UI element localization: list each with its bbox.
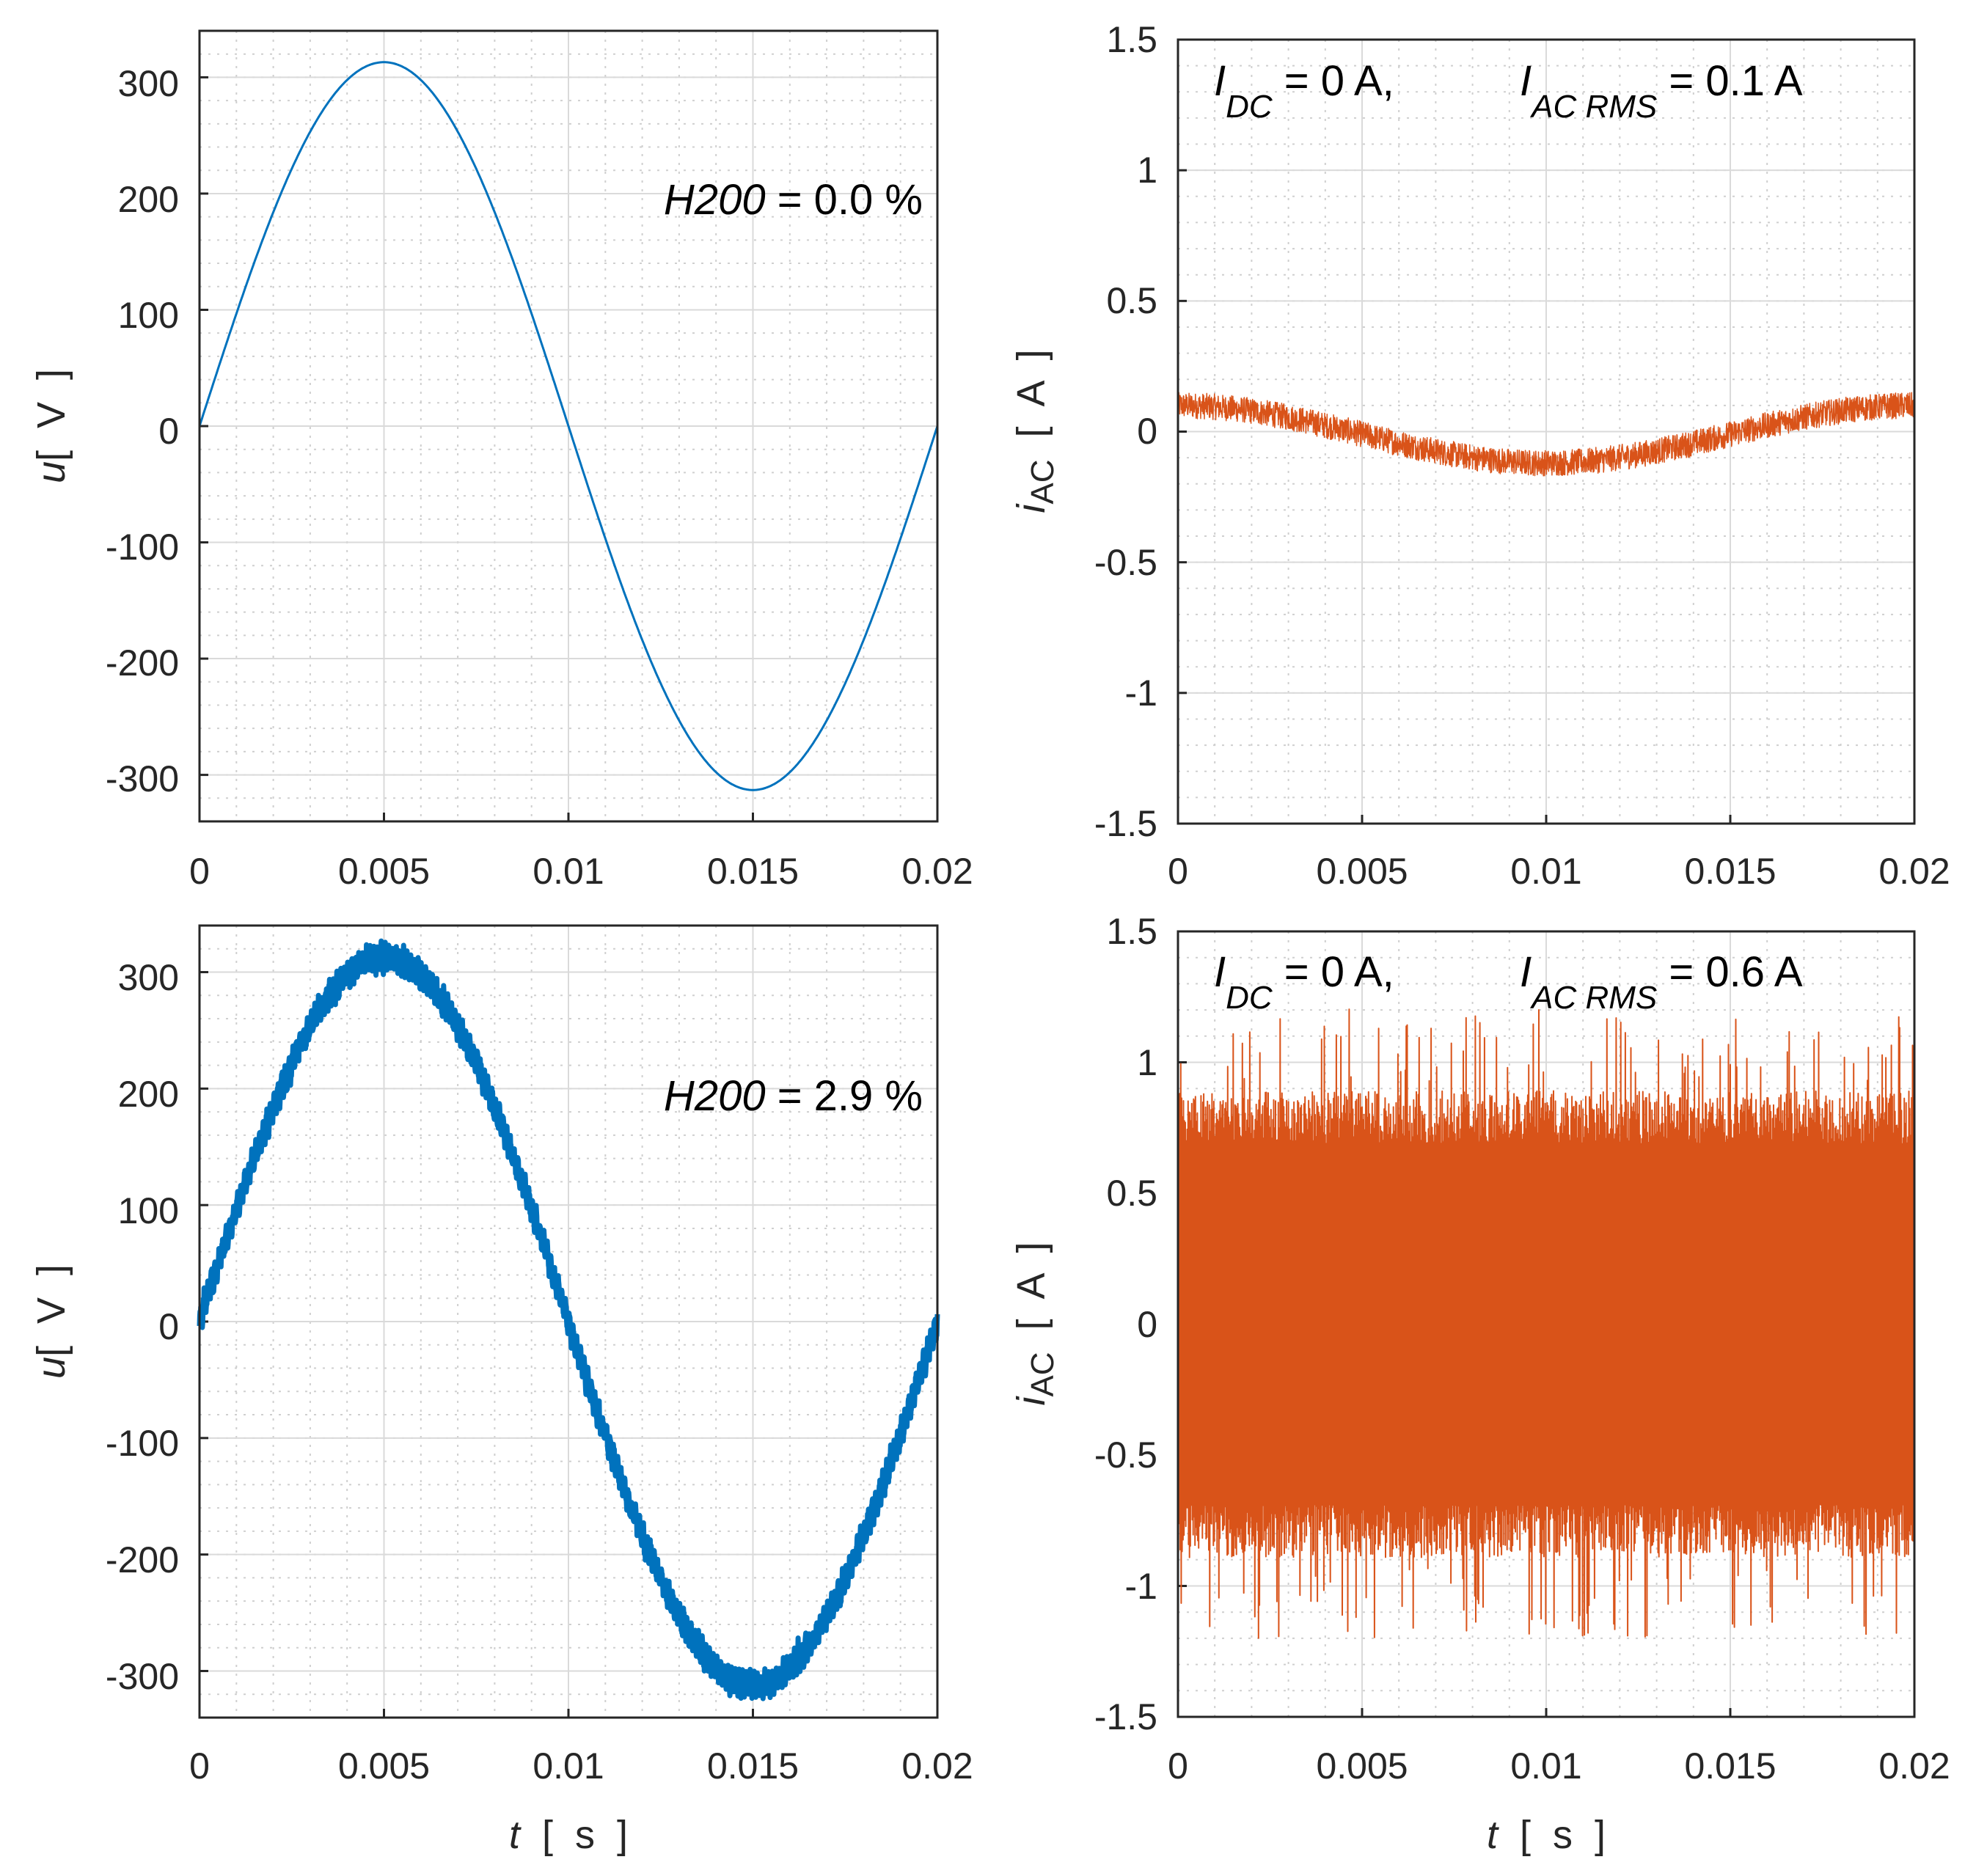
h200-annotation: H200 = 0.0 % — [664, 176, 923, 224]
y-tick-labels: 300 200 100 0 -100 -200 -300 — [106, 63, 179, 799]
x-tick-label: 0.015 — [1684, 1745, 1776, 1787]
y-tick-label: 300 — [118, 63, 179, 104]
y-tick-label: -0.5 — [1094, 542, 1157, 583]
voltage-series — [197, 938, 940, 1701]
x-tick-labels: 0 0.005 0.01 0.015 0.02 — [1168, 851, 1950, 892]
x-tick-label: 0.01 — [533, 1745, 604, 1787]
y-tick-label: -200 — [106, 642, 179, 684]
x-tick-label: 0.015 — [707, 1745, 799, 1787]
x-tick-label: 0.015 — [1684, 851, 1776, 892]
y-axis-label: iAC [ A ] — [1009, 349, 1061, 513]
y-tick-labels: 1.5 1 0.5 0 -0.5 -1 -1.5 — [1094, 19, 1157, 844]
x-tick-label: 0.01 — [1510, 851, 1581, 892]
y-tick-label: 0 — [158, 1306, 179, 1347]
current-series — [1177, 1008, 1915, 1639]
y-tick-label: -300 — [106, 1656, 179, 1697]
y-tick-labels: 300 200 100 0 -100 -200 -300 — [106, 957, 179, 1697]
axes-box — [1177, 38, 1916, 825]
x-axis-label: t [ s ] — [509, 1813, 628, 1857]
y-tick-label: 0.5 — [1106, 1173, 1157, 1214]
y-tick-label: -0.5 — [1094, 1435, 1157, 1476]
y-tick-label: 0 — [1137, 411, 1157, 452]
x-tick-labels: 0 0.005 0.01 0.015 0.02 — [189, 851, 973, 892]
axes-box — [198, 924, 939, 1719]
y-tick-label: 1.5 — [1106, 19, 1157, 60]
panel-current-bottom: 1.5 1 0.5 0 -0.5 -1 -1.5 0 0.005 0.01 0.… — [1009, 911, 1950, 1857]
y-tick-label: -1.5 — [1094, 803, 1157, 844]
x-tick-label: 0 — [189, 1745, 210, 1787]
y-tick-label: 200 — [118, 1074, 179, 1115]
x-tick-label: 0.02 — [1878, 1745, 1950, 1787]
x-tick-label: 0.005 — [338, 851, 430, 892]
y-tick-label: -1 — [1125, 673, 1157, 714]
panel-voltage-bottom: 300 200 100 0 -100 -200 -300 0 0.005 0.0… — [29, 924, 973, 1857]
x-tick-label: 0 — [189, 851, 210, 892]
x-tick-label: 0 — [1168, 1745, 1188, 1787]
h200-annotation: H200 = 2.9 % — [664, 1072, 923, 1120]
y-tick-label: -1 — [1125, 1566, 1157, 1607]
x-tick-label: 0.005 — [1316, 851, 1408, 892]
y-tick-label: 200 — [118, 179, 179, 220]
voltage-series — [198, 61, 939, 791]
y-axis-label: u[ V ] — [29, 1264, 73, 1379]
y-tick-label: 1 — [1137, 150, 1157, 191]
x-tick-label: 0.02 — [901, 1745, 973, 1787]
x-tick-label: 0.02 — [901, 851, 973, 892]
series-line-u — [197, 938, 940, 1701]
y-tick-label: -1.5 — [1094, 1696, 1157, 1737]
x-tick-label: 0.02 — [1878, 851, 1950, 892]
panel-current-top: 1.5 1 0.5 0 -0.5 -1 -1.5 0 0.005 0.01 0.… — [1009, 19, 1950, 892]
iac-rms-annotation: IAC RMS = 0.1 A — [1520, 57, 1803, 125]
idc-annotation: IDC = 0 A, — [1214, 948, 1394, 1016]
series-line-i_AC — [1177, 392, 1915, 477]
x-tick-labels: 0 0.005 0.01 0.015 0.02 — [189, 1745, 973, 1787]
x-tick-labels: 0 0.005 0.01 0.015 0.02 — [1168, 1745, 1950, 1787]
axes-box — [198, 29, 939, 823]
x-tick-label: 0 — [1168, 851, 1188, 892]
axes-box — [1177, 930, 1916, 1718]
x-tick-label: 0.01 — [1510, 1745, 1581, 1787]
y-axis-label: iAC [ A ] — [1009, 1242, 1061, 1405]
y-tick-label: -100 — [106, 527, 179, 568]
y-tick-label: -300 — [106, 758, 179, 799]
x-tick-label: 0.005 — [1316, 1745, 1408, 1787]
panel-voltage-top: 300 200 100 0 -100 -200 -300 0 0.005 0.0… — [29, 29, 973, 892]
y-tick-label: 100 — [118, 295, 179, 336]
x-axis-label: t [ s ] — [1487, 1813, 1606, 1857]
y-tick-labels: 1.5 1 0.5 0 -0.5 -1 -1.5 — [1094, 911, 1157, 1737]
y-tick-label: 1.5 — [1106, 911, 1157, 952]
y-tick-label: 0 — [158, 411, 179, 452]
series-line-i_AC — [1177, 1008, 1915, 1639]
y-tick-label: 1 — [1137, 1042, 1157, 1083]
y-tick-label: 300 — [118, 957, 179, 998]
y-tick-label: -200 — [106, 1539, 179, 1580]
x-tick-label: 0.01 — [533, 851, 604, 892]
y-tick-label: -100 — [106, 1423, 179, 1464]
y-axis-label: u[ V ] — [29, 369, 73, 483]
x-tick-label: 0.005 — [338, 1745, 430, 1787]
y-tick-label: 0.5 — [1106, 280, 1157, 321]
x-tick-label: 0.015 — [707, 851, 799, 892]
y-tick-label: 100 — [118, 1190, 179, 1231]
idc-annotation: IDC = 0 A, — [1214, 57, 1394, 125]
iac-rms-annotation: IAC RMS = 0.6 A — [1520, 948, 1803, 1016]
current-series — [1177, 392, 1915, 477]
y-tick-label: 0 — [1137, 1304, 1157, 1345]
series-line-u — [198, 61, 939, 791]
